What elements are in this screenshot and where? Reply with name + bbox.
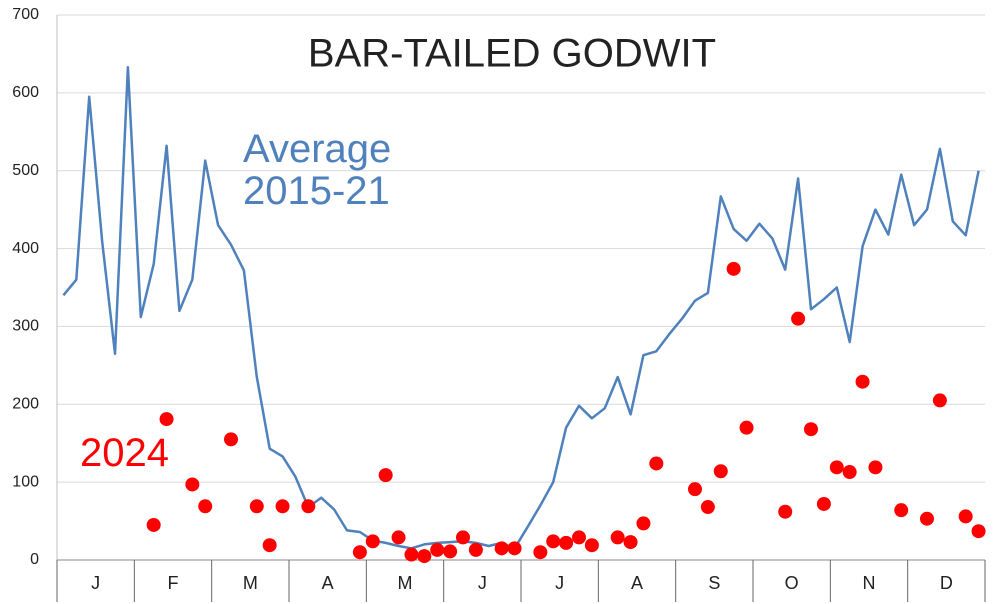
scatter-point: [572, 530, 586, 545]
y-tick-label: 100: [12, 473, 39, 490]
y-tick-label: 700: [12, 6, 39, 23]
scatter-point: [443, 544, 458, 559]
scatter-point: [829, 460, 844, 475]
x-tick-label: N: [863, 573, 876, 593]
scatter-point: [713, 464, 728, 479]
scatter-point: [932, 393, 947, 408]
scatter-point: [804, 422, 818, 437]
x-tick-label: J: [478, 573, 487, 593]
scatter-point: [262, 538, 277, 553]
scatter-point: [778, 504, 793, 519]
scatter-point: [855, 374, 870, 389]
scatter-point: [894, 503, 909, 518]
scatter-point: [688, 482, 702, 497]
x-tick-label: O: [785, 573, 799, 593]
scatter-point: [468, 542, 483, 557]
scatter-point: [958, 509, 973, 524]
scatter-point: [378, 468, 393, 483]
scatter-point: [275, 499, 290, 514]
x-tick-label: A: [322, 573, 334, 593]
scatter-point: [700, 500, 715, 515]
x-tick-label: D: [940, 573, 953, 593]
scatter-point: [971, 524, 986, 539]
x-tick-label: A: [631, 573, 643, 593]
scatter-point: [584, 538, 599, 553]
scatter-point: [726, 261, 741, 276]
scatter-point: [507, 541, 522, 556]
x-tick-label: J: [91, 573, 100, 593]
scatter-point: [365, 534, 380, 549]
scatter-point: [636, 516, 651, 531]
scatter-series-label: 2024: [80, 431, 169, 475]
scatter-point: [533, 545, 548, 560]
x-tick-label: S: [708, 573, 720, 593]
y-tick-label: 500: [12, 162, 39, 179]
scatter-point: [404, 547, 419, 562]
scatter-point: [559, 535, 574, 550]
scatter-point: [417, 549, 432, 564]
y-tick-label: 400: [12, 240, 39, 257]
scatter-point: [430, 542, 445, 557]
scatter-point: [185, 477, 200, 492]
scatter-point: [649, 456, 664, 471]
scatter-point: [842, 465, 857, 480]
scatter-point: [816, 496, 831, 511]
scatter-point: [868, 460, 883, 475]
scatter-point: [456, 530, 470, 545]
scatter-point: [739, 420, 754, 435]
line-series: [62, 65, 980, 550]
y-tick-label: 200: [12, 396, 39, 413]
chart-title: BAR-TAILED GODWIT: [308, 32, 716, 76]
scatter-point: [352, 545, 367, 560]
line-series-label: Average 2015-21: [243, 127, 392, 213]
scatter-point: [623, 535, 638, 550]
y-tick-label: 300: [12, 318, 39, 335]
scatter-point: [146, 517, 161, 532]
x-tick-label: J: [555, 573, 564, 593]
x-tick-label: M: [398, 573, 413, 593]
scatter-point: [546, 534, 561, 549]
y-tick-label: 0: [30, 551, 39, 568]
x-tick-label: M: [243, 573, 258, 593]
x-tick-label: F: [168, 573, 179, 593]
y-tick-label: 600: [12, 84, 39, 101]
scatter-point: [198, 499, 213, 514]
scatter-point: [494, 541, 509, 556]
scatter-point: [159, 412, 174, 427]
scatter-point: [920, 511, 934, 526]
scatter-point: [791, 311, 806, 326]
scatter-point: [249, 499, 264, 514]
scatter-point: [224, 432, 238, 447]
scatter-point: [301, 499, 316, 514]
scatter-point: [610, 530, 625, 545]
scatter-point: [391, 530, 406, 545]
